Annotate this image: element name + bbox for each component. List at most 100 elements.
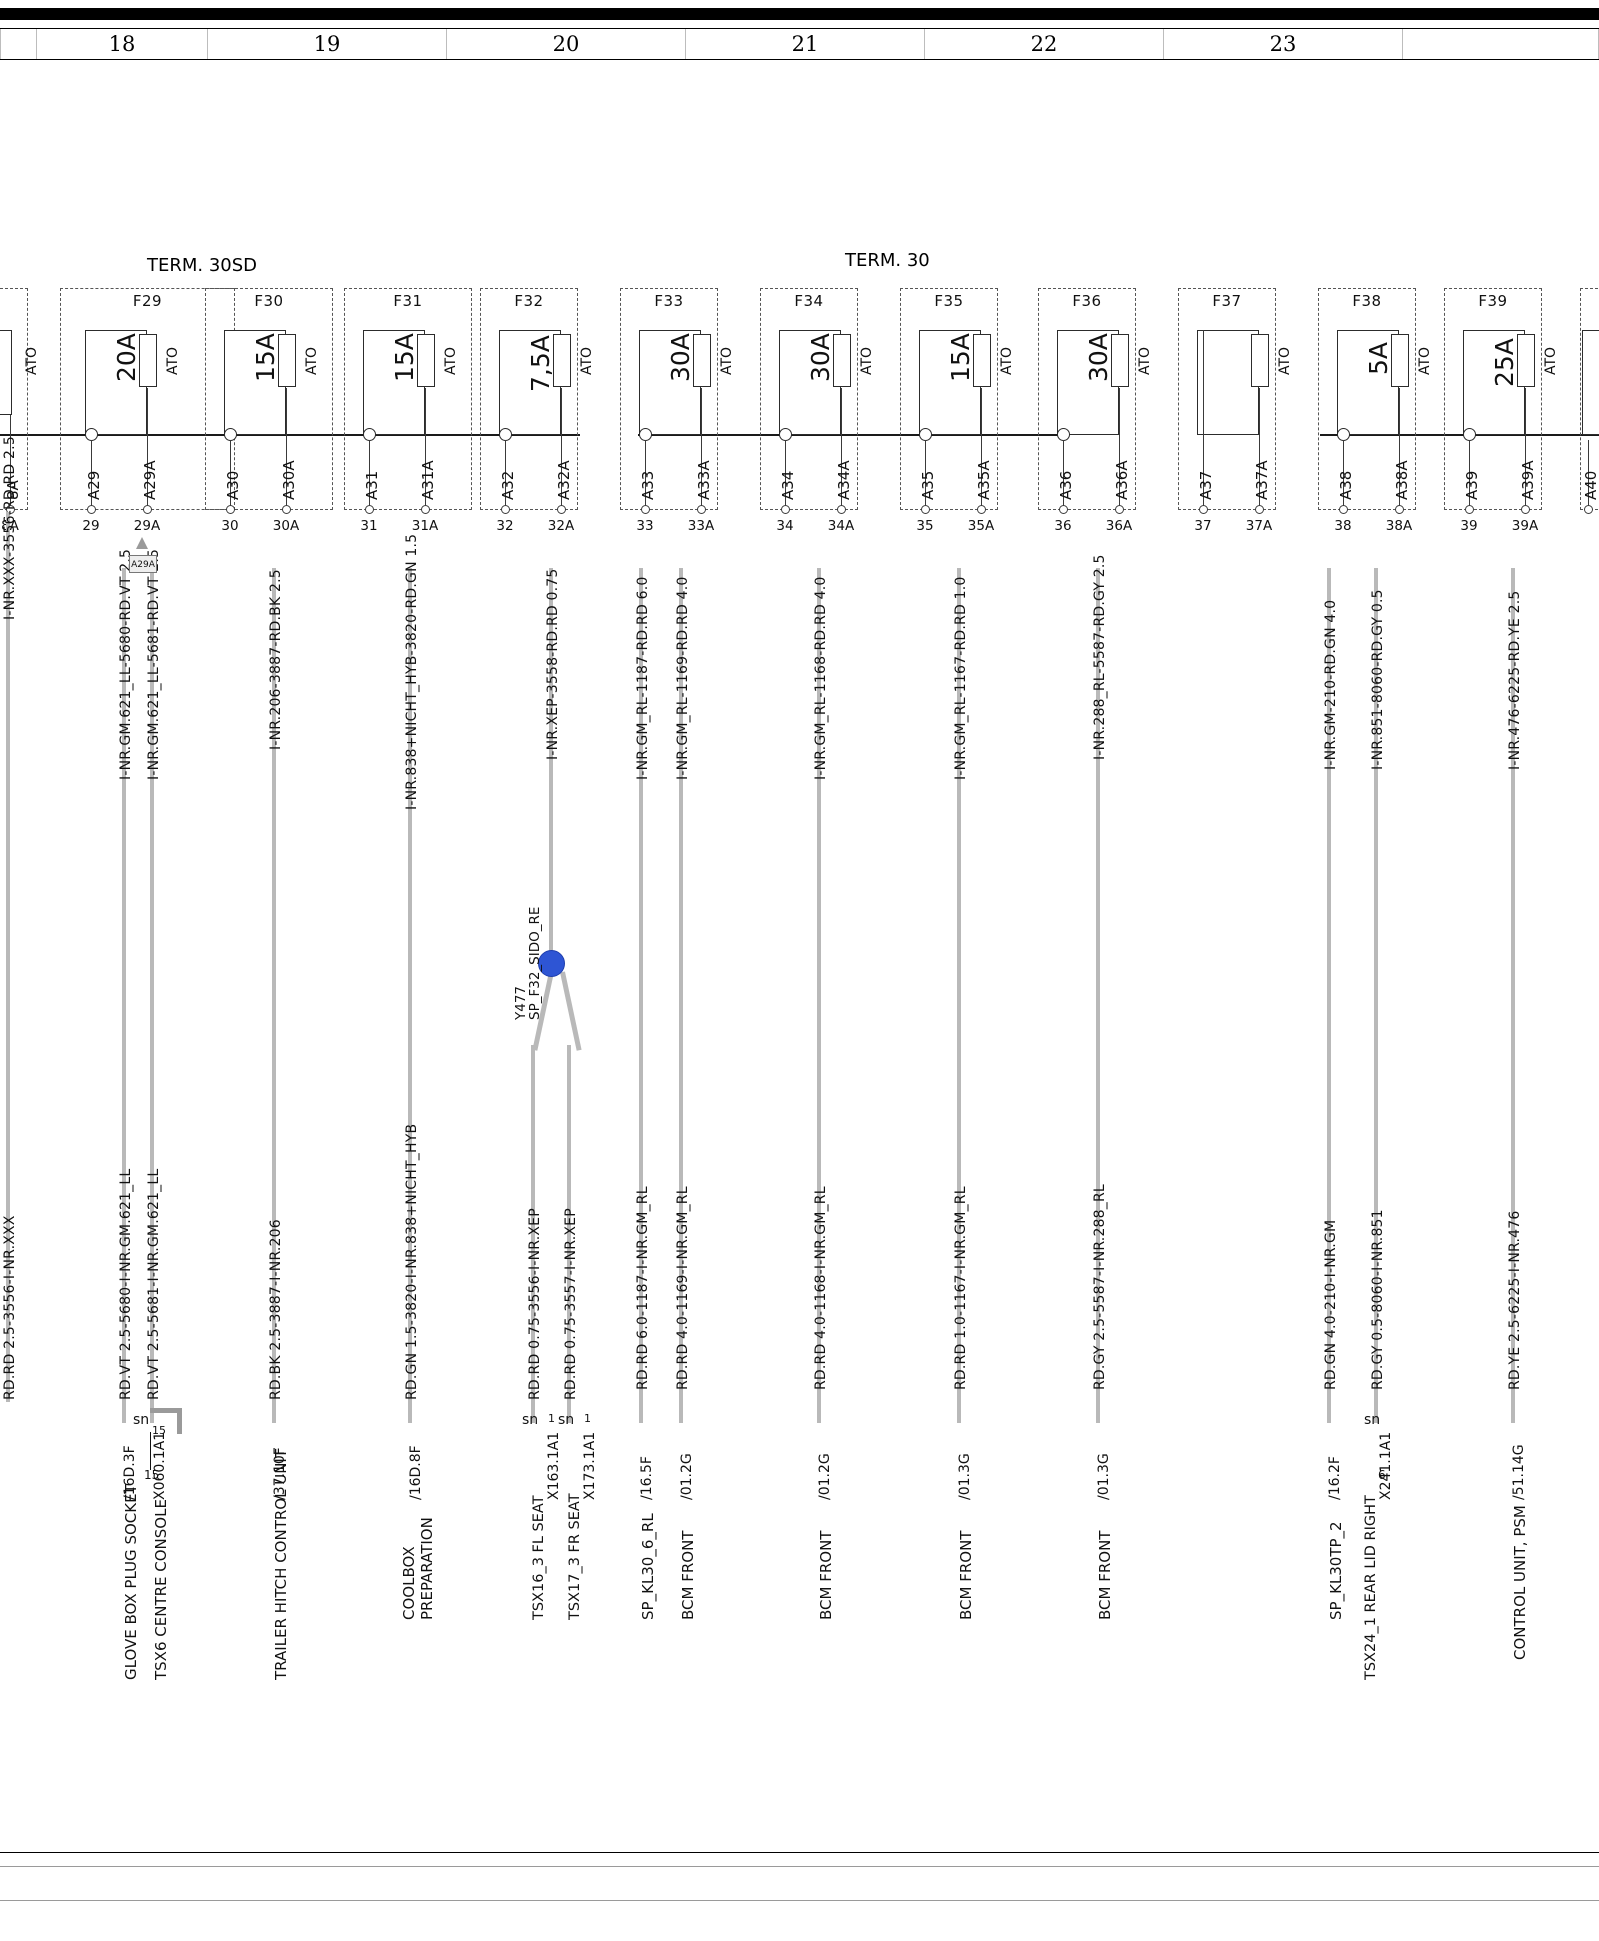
pin-circle-f30-right	[282, 505, 291, 514]
component-ref-10[interactable]: /01.3G	[1096, 1453, 1112, 1500]
pin-num-f31-left: 31	[360, 518, 378, 534]
fuse-name-f30: F30	[254, 292, 284, 310]
wire-run-3	[272, 568, 276, 1423]
pin-num-f38-right: 38A	[1385, 518, 1413, 534]
component-connector-4: X163.1A1	[546, 1431, 562, 1500]
wire-label-top-8: I-NR.GM_RL-1169-RD.RD 4.0	[675, 576, 691, 780]
wire-run-5	[549, 568, 553, 958]
component-name-0: GLOVE BOX PLUG SOCKET	[122, 1484, 140, 1680]
sheet-bottom-rule-2	[0, 1866, 1599, 1867]
fuse-name-f29: F29	[132, 292, 163, 310]
pin-stem-f38-right	[1399, 388, 1401, 510]
shield-marker-1: sn	[133, 1412, 150, 1428]
pin-num-f34-left: 34	[776, 518, 794, 534]
fuse-type-f39: ATO	[1543, 346, 1559, 375]
fuse-group-f32	[480, 288, 578, 510]
pin-stem-f37-left	[1203, 330, 1205, 510]
component-ref-9[interactable]: /01.3G	[957, 1453, 973, 1500]
fuse-element-f31	[417, 334, 435, 387]
wire-label-bottom-5b: RD.RD 0.75-3557-I-NR.XEP	[563, 1208, 579, 1400]
column-cell-18: 18	[37, 29, 208, 59]
pin-stem-f31-right	[425, 388, 427, 510]
component-ref-11[interactable]: /16.2F	[1327, 1456, 1343, 1500]
pin-label-f34-left: A34	[779, 470, 797, 500]
pin-circle-f33-left	[641, 505, 650, 514]
column-header-row: 18 19 20 21 22 23	[0, 29, 1599, 59]
fuse-rating-f36: 30A	[1084, 333, 1113, 382]
pin-stem-f35-left	[925, 440, 927, 510]
component-name-7: BCM FRONT	[679, 1530, 697, 1620]
terminal-group-label-30sd: TERM. 30SD	[140, 255, 265, 276]
pin-label-f32-right: A32A	[555, 460, 573, 500]
fuse-element-f38	[1391, 334, 1409, 387]
wire-label-bottom-1: RD.VT 2.5-5680-I-NR.GM.621_LL	[118, 1168, 134, 1400]
wire-label-bottom-13: RD.GY 0.5-8060-I-NR.851	[1370, 1209, 1386, 1390]
pin-stem-f32-left	[505, 440, 507, 510]
splice-point[interactable]	[538, 950, 565, 977]
wire-label-bottom-5a: RD.RD 0.75-3556-I-NR.XEP	[527, 1208, 543, 1400]
pin-circle-f29-right	[143, 505, 152, 514]
component-ref-3[interactable]: /16D.8F	[408, 1445, 424, 1500]
pin-circle-f28-right	[6, 505, 15, 514]
pin-label-f35-right: A35A	[975, 460, 993, 500]
pin-num-f29-right: 29A	[133, 518, 161, 534]
fuse-body-f31	[363, 330, 425, 435]
fuse-body-f28	[0, 330, 12, 415]
fuse-type-f32: ATO	[579, 346, 595, 375]
shield-pin-5: 1	[584, 1412, 591, 1425]
fuse-type-f37: ATO	[1277, 346, 1293, 375]
component-ref-7[interactable]: /01.2G	[679, 1453, 695, 1500]
component-ref-6[interactable]: /16.5F	[639, 1456, 655, 1500]
fuse-rating-f29: 20A	[112, 333, 141, 382]
column-cell-20: 20	[447, 29, 686, 59]
fuse-element-f30	[278, 334, 296, 387]
component-connector-5: X173.1A1	[582, 1431, 598, 1500]
fuse-element-f36	[1111, 334, 1129, 387]
busbar-30	[638, 434, 1058, 436]
pin-circle-f30-left	[226, 505, 235, 514]
pin-stem-f36-left	[1063, 440, 1065, 510]
fuse-name-f37: F37	[1212, 292, 1242, 310]
wire-label-bottom-7: RD.RD 6.0-1187-I-NR.GM_RL	[635, 1186, 651, 1390]
wire-run-11	[1096, 568, 1100, 1423]
pin-circle-f29-left	[87, 505, 96, 514]
column-cell-19: 19	[208, 29, 447, 59]
fuse-name-f35: F35	[934, 292, 964, 310]
connector-pin-num-12: 6	[1378, 1468, 1386, 1482]
fuse-group-f34	[760, 288, 858, 510]
wire-label-top-9: I-NR.GM_RL-1168-RD.RD 4.0	[813, 576, 829, 780]
fuse-type-f38: ATO	[1417, 346, 1433, 375]
connector-badge-a29a: A29A	[129, 555, 157, 573]
fuse-group-f37	[1178, 288, 1276, 510]
fuse-rating-f38: 5A	[1364, 341, 1393, 375]
fuse-body-f32	[499, 330, 561, 435]
pin-num-f32-right: 32A	[547, 518, 575, 534]
shield-pin-1: 15	[152, 1424, 166, 1437]
component-ref-13[interactable]: /51.14G	[1511, 1444, 1527, 1500]
wire-run-14	[1511, 568, 1515, 1423]
pin-circle-f35-left	[921, 505, 930, 514]
fuse-group-f38	[1318, 288, 1416, 510]
pin-num-f33-left: 33	[636, 518, 654, 534]
pin-circle-f34-left	[781, 505, 790, 514]
wire-run-8	[679, 568, 683, 1423]
fuse-body-f39	[1463, 330, 1525, 435]
fuse-group-f36	[1038, 288, 1136, 510]
component-ref-8[interactable]: /01.2G	[817, 1453, 833, 1500]
fuse-body-f29	[85, 330, 147, 435]
pin-circle-f38-right	[1395, 505, 1404, 514]
pin-num-f32-left: 32	[496, 518, 514, 534]
fuse-rating-f30: 15A	[251, 333, 280, 382]
component-name-13: CONTROL UNIT, PSM	[1511, 1505, 1529, 1660]
wire-label-bottom-11: RD.GY 2.5-5587-I-NR.288_RL	[1092, 1184, 1108, 1390]
splice-label: SP_F32_SIDO_RE	[527, 906, 543, 1020]
wire-label-top-4: I-NR.838+NICHT_HYB-3820-RD.GN 1.5	[404, 533, 420, 810]
pin-stem-f32-right	[561, 388, 563, 510]
pin-num-f34-right: 34A	[827, 518, 855, 534]
pin-label-f38-right: A38A	[1393, 460, 1411, 500]
pin-label-f36-left: A36	[1057, 470, 1075, 500]
wire-label-bottom-9: RD.RD 4.0-1168-I-NR.GM_RL	[813, 1186, 829, 1390]
connector-arrow-a29a	[136, 537, 148, 549]
column-cell-blank-left	[0, 29, 37, 59]
wire-run-10	[957, 568, 961, 1423]
